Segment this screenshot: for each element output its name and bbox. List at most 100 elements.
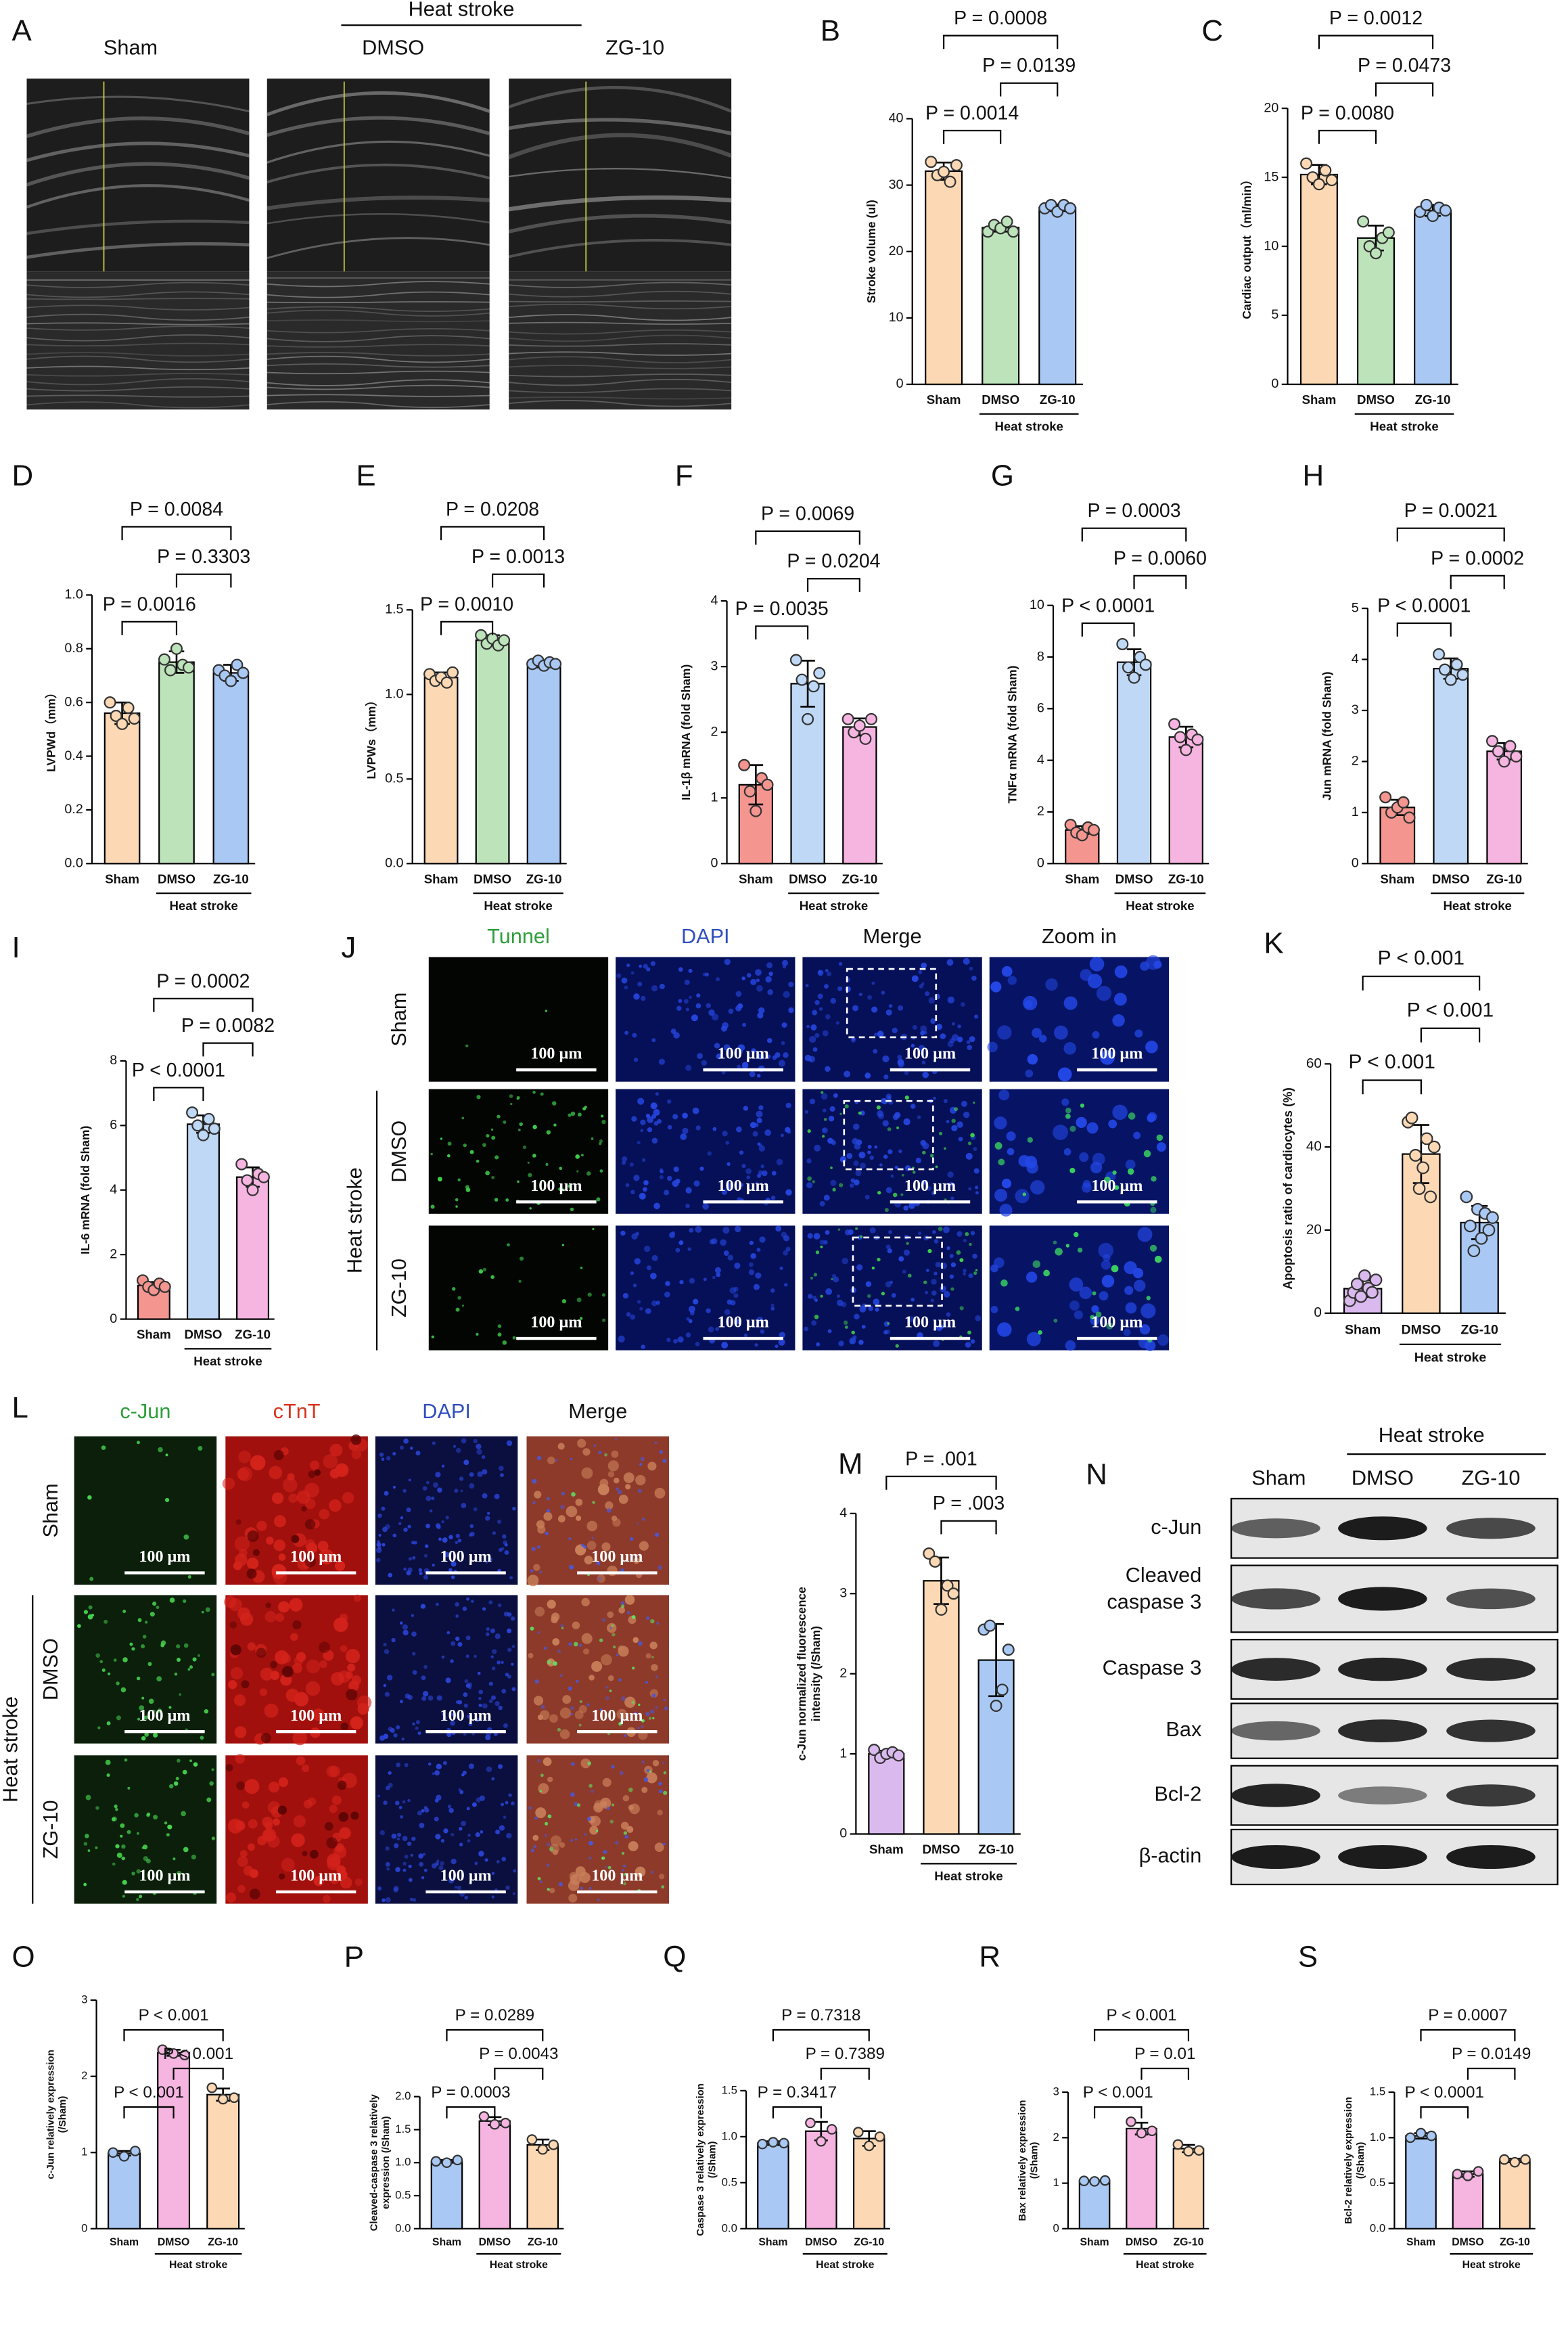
micrograph-texture xyxy=(912,1171,916,1174)
micrograph-texture xyxy=(665,1281,670,1286)
micrograph-texture xyxy=(390,1727,395,1734)
micrograph-texture xyxy=(583,1545,587,1549)
micrograph-texture xyxy=(165,1453,168,1457)
micrograph-texture xyxy=(737,1064,741,1069)
micrograph-texture xyxy=(1125,1302,1137,1314)
micrograph-texture xyxy=(885,1187,892,1194)
y-tick-label: 0 xyxy=(1271,376,1278,391)
micrograph-texture xyxy=(641,1344,645,1349)
micrograph-texture xyxy=(935,1261,942,1268)
micrograph-texture xyxy=(785,1102,791,1108)
micrograph-texture xyxy=(477,1471,483,1477)
y-tick-label: 1.0 xyxy=(64,587,83,602)
micrograph-texture xyxy=(510,1102,513,1106)
micrograph-texture xyxy=(873,1049,878,1054)
micrograph-texture xyxy=(539,1790,542,1792)
micrograph-texture xyxy=(243,1865,254,1876)
micrograph-texture xyxy=(898,1256,904,1262)
micrograph-texture xyxy=(725,1141,730,1145)
mmode-texture xyxy=(26,313,250,321)
p-value-label: P = 0.0008 xyxy=(954,7,1047,29)
micrograph-texture xyxy=(329,1499,342,1512)
micrograph-texture xyxy=(891,1293,896,1298)
micrograph-texture xyxy=(910,1043,915,1048)
data-point xyxy=(217,2093,229,2105)
micrograph-texture xyxy=(1112,1170,1117,1175)
micrograph-texture xyxy=(187,1575,191,1579)
micrograph-texture xyxy=(568,1113,572,1117)
bar xyxy=(212,672,250,865)
significance-bracket xyxy=(446,2106,496,2119)
micrograph-texture xyxy=(319,1660,327,1669)
micrograph-texture xyxy=(1065,1340,1076,1351)
micrograph-texture xyxy=(505,1198,509,1202)
bar xyxy=(1379,807,1416,865)
x-tick-label: Sham xyxy=(739,871,773,886)
micrograph-texture xyxy=(1055,1248,1063,1256)
blot-band xyxy=(1338,1657,1427,1681)
data-point xyxy=(1193,2145,1205,2156)
micrograph-texture xyxy=(810,1276,813,1280)
micrograph-texture xyxy=(651,1300,658,1307)
micrograph-texture xyxy=(353,1594,361,1602)
micrograph-texture xyxy=(781,1231,787,1238)
micrograph-texture xyxy=(969,1243,972,1246)
micrograph-texture xyxy=(1134,1029,1143,1038)
micrograph-texture xyxy=(545,1162,549,1166)
p-value-label: P = 0.0010 xyxy=(420,593,513,615)
significance-bracket xyxy=(1420,2106,1469,2119)
band-label: c-Jun xyxy=(1151,1515,1201,1539)
micrograph-texture xyxy=(807,1176,812,1181)
micrograph-texture xyxy=(614,1840,619,1845)
micrograph-texture xyxy=(760,1164,764,1169)
micrograph-texture xyxy=(235,1754,246,1764)
micrograph-texture xyxy=(958,1137,963,1141)
micrograph-texture xyxy=(616,1708,628,1720)
data-point xyxy=(941,1579,954,1592)
micrograph-texture xyxy=(139,1705,145,1711)
micrograph-texture xyxy=(247,1642,256,1651)
micrograph-texture xyxy=(683,999,689,1004)
micrograph-texture xyxy=(497,1764,503,1769)
micrograph-texture xyxy=(434,1861,439,1866)
micrograph-texture xyxy=(836,1299,844,1307)
micrograph-texture xyxy=(714,1267,721,1273)
data-point xyxy=(1452,2169,1463,2179)
micrograph-texture xyxy=(1096,986,1112,1001)
mmode-texture xyxy=(26,322,250,325)
micrograph-texture xyxy=(293,1815,306,1828)
micrograph-texture xyxy=(637,1097,645,1105)
micrograph-texture xyxy=(235,1554,248,1566)
y-tick-label: 1.5 xyxy=(385,602,403,617)
micrograph-texture xyxy=(457,1641,463,1647)
micrograph-texture xyxy=(637,1489,642,1493)
micrograph-texture xyxy=(172,1857,176,1861)
micrograph-texture xyxy=(570,1207,574,1212)
micrograph-texture xyxy=(659,1874,665,1880)
micrograph-texture xyxy=(97,1726,101,1729)
micrograph-texture xyxy=(412,1898,417,1902)
micrograph-texture xyxy=(824,984,829,989)
micrograph-texture xyxy=(345,1648,361,1664)
data-point xyxy=(237,666,250,679)
micrograph-texture xyxy=(703,1277,707,1282)
micrograph-texture xyxy=(116,1852,122,1858)
micrograph-texture xyxy=(503,1815,507,1819)
micrograph-texture xyxy=(441,1655,445,1659)
micrograph-texture xyxy=(788,1007,794,1014)
micrograph-texture xyxy=(485,1171,490,1176)
micrograph-texture xyxy=(465,1654,469,1658)
micrograph-texture xyxy=(528,1173,532,1177)
micrograph-texture xyxy=(1063,1148,1071,1156)
micrograph-texture xyxy=(642,1187,647,1192)
micrograph-texture xyxy=(497,1603,502,1608)
micrograph-texture xyxy=(451,1561,457,1567)
micrograph-texture xyxy=(682,1112,688,1119)
micrograph-texture xyxy=(933,1239,939,1244)
micrograph-texture xyxy=(597,1898,600,1901)
data-point xyxy=(743,785,756,798)
micrograph-texture xyxy=(131,1872,135,1876)
micrograph-texture xyxy=(584,1556,593,1564)
micrograph-texture xyxy=(490,1128,494,1131)
